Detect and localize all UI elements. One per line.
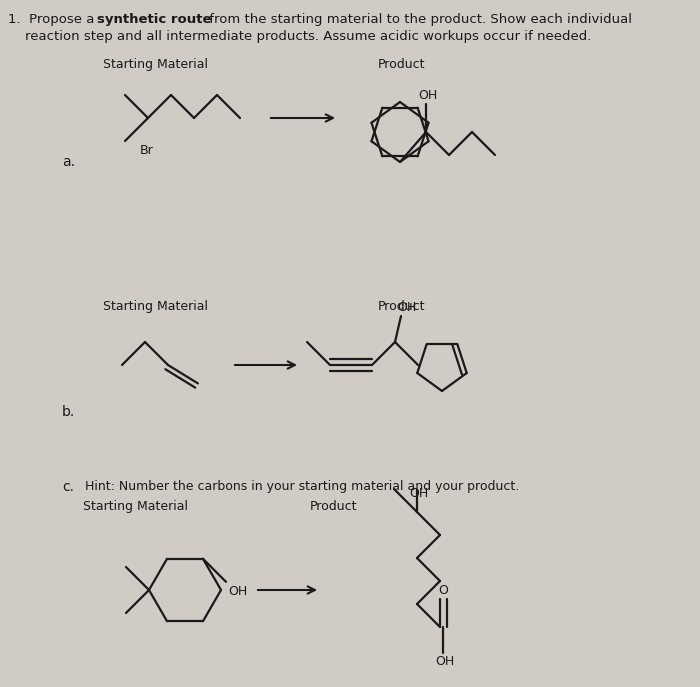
Text: Starting Material: Starting Material xyxy=(103,58,208,71)
Text: Br: Br xyxy=(140,144,154,157)
Text: reaction step and all intermediate products. Assume acidic workups occur if need: reaction step and all intermediate produ… xyxy=(8,30,592,43)
Text: c.: c. xyxy=(62,480,74,494)
Text: 1.  Propose a: 1. Propose a xyxy=(8,13,99,26)
Text: b.: b. xyxy=(62,405,76,419)
Text: Product: Product xyxy=(378,58,426,71)
Text: OH: OH xyxy=(228,585,247,598)
Text: OH: OH xyxy=(397,301,416,314)
Text: OH: OH xyxy=(418,89,438,102)
Text: from the starting material to the product. Show each individual: from the starting material to the produc… xyxy=(205,13,632,26)
Text: Starting Material: Starting Material xyxy=(103,300,208,313)
Text: OH: OH xyxy=(435,655,454,668)
Text: Product: Product xyxy=(310,500,358,513)
Text: a.: a. xyxy=(62,155,75,169)
Text: Hint: Number the carbons in your starting material and your product.: Hint: Number the carbons in your startin… xyxy=(85,480,519,493)
Text: O: O xyxy=(438,584,448,597)
Text: OH: OH xyxy=(409,487,428,500)
Text: Starting Material: Starting Material xyxy=(83,500,188,513)
Text: Product: Product xyxy=(378,300,426,313)
Text: synthetic route: synthetic route xyxy=(97,13,211,26)
